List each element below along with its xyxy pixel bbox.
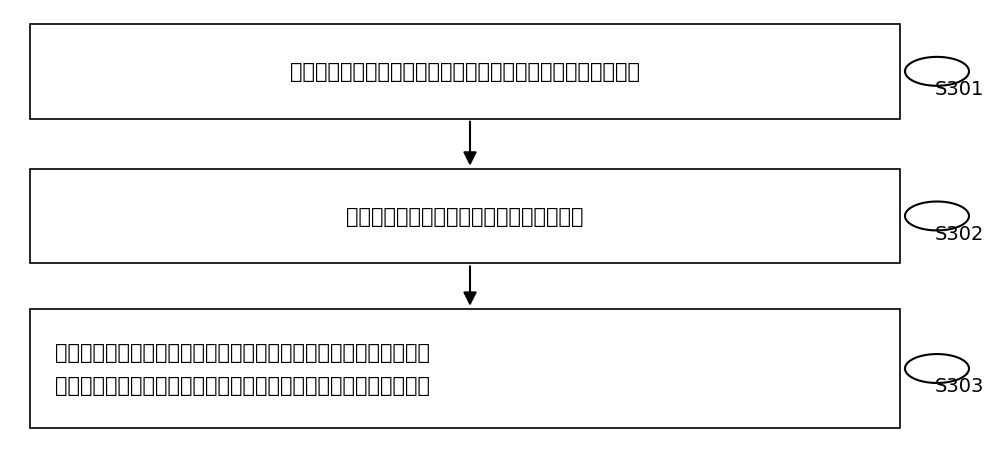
Bar — [30, 169, 900, 264]
Text: S301: S301 — [935, 80, 984, 99]
Text: 根据启动信号和运行数据进行启动逻辑组态: 根据启动信号和运行数据进行启动逻辑组态 — [346, 207, 584, 226]
Text: S302: S302 — [935, 224, 984, 243]
Bar — [30, 25, 900, 120]
Text: 基于启动逻辑组态执行相应的启动电路，其中，不同的启动逻辑组态
对应不同的启动电路，启动电路用于向风扇磨制粉系统发送启动指令: 基于启动逻辑组态执行相应的启动电路，其中，不同的启动逻辑组态 对应不同的启动电路… — [55, 342, 430, 395]
Bar — [30, 309, 900, 428]
Text: S303: S303 — [935, 377, 984, 396]
Text: 响应于启动信号，从数据采集器获取风扇磨制粉系统的运行数据: 响应于启动信号，从数据采集器获取风扇磨制粉系统的运行数据 — [290, 62, 640, 82]
